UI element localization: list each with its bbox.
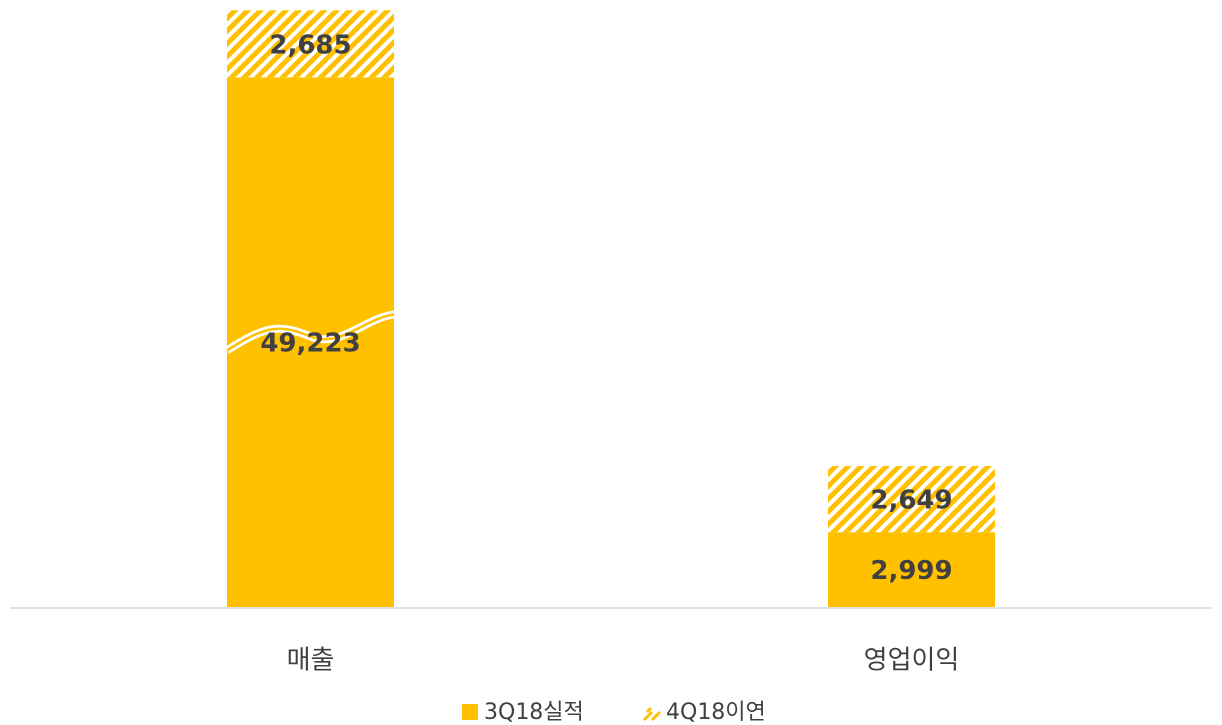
data-label: 2,649 [870,486,952,516]
bar-segment [227,77,394,608]
data-label: 2,685 [269,30,351,60]
legend-swatch [462,704,478,720]
x-tick-label: 매출 [287,646,335,676]
x-tick-label: 영업이익 [864,646,960,676]
axis-break [226,313,395,352]
bar-segment [828,532,995,607]
legend-label: 4Q18이연 [666,700,766,725]
data-label: 2,999 [870,556,952,586]
legend-label: 3Q18실적 [484,700,584,725]
bar-segment [828,466,995,533]
bar-segment [227,10,394,78]
data-label: 49,223 [260,329,360,359]
legend-swatch [642,706,662,722]
